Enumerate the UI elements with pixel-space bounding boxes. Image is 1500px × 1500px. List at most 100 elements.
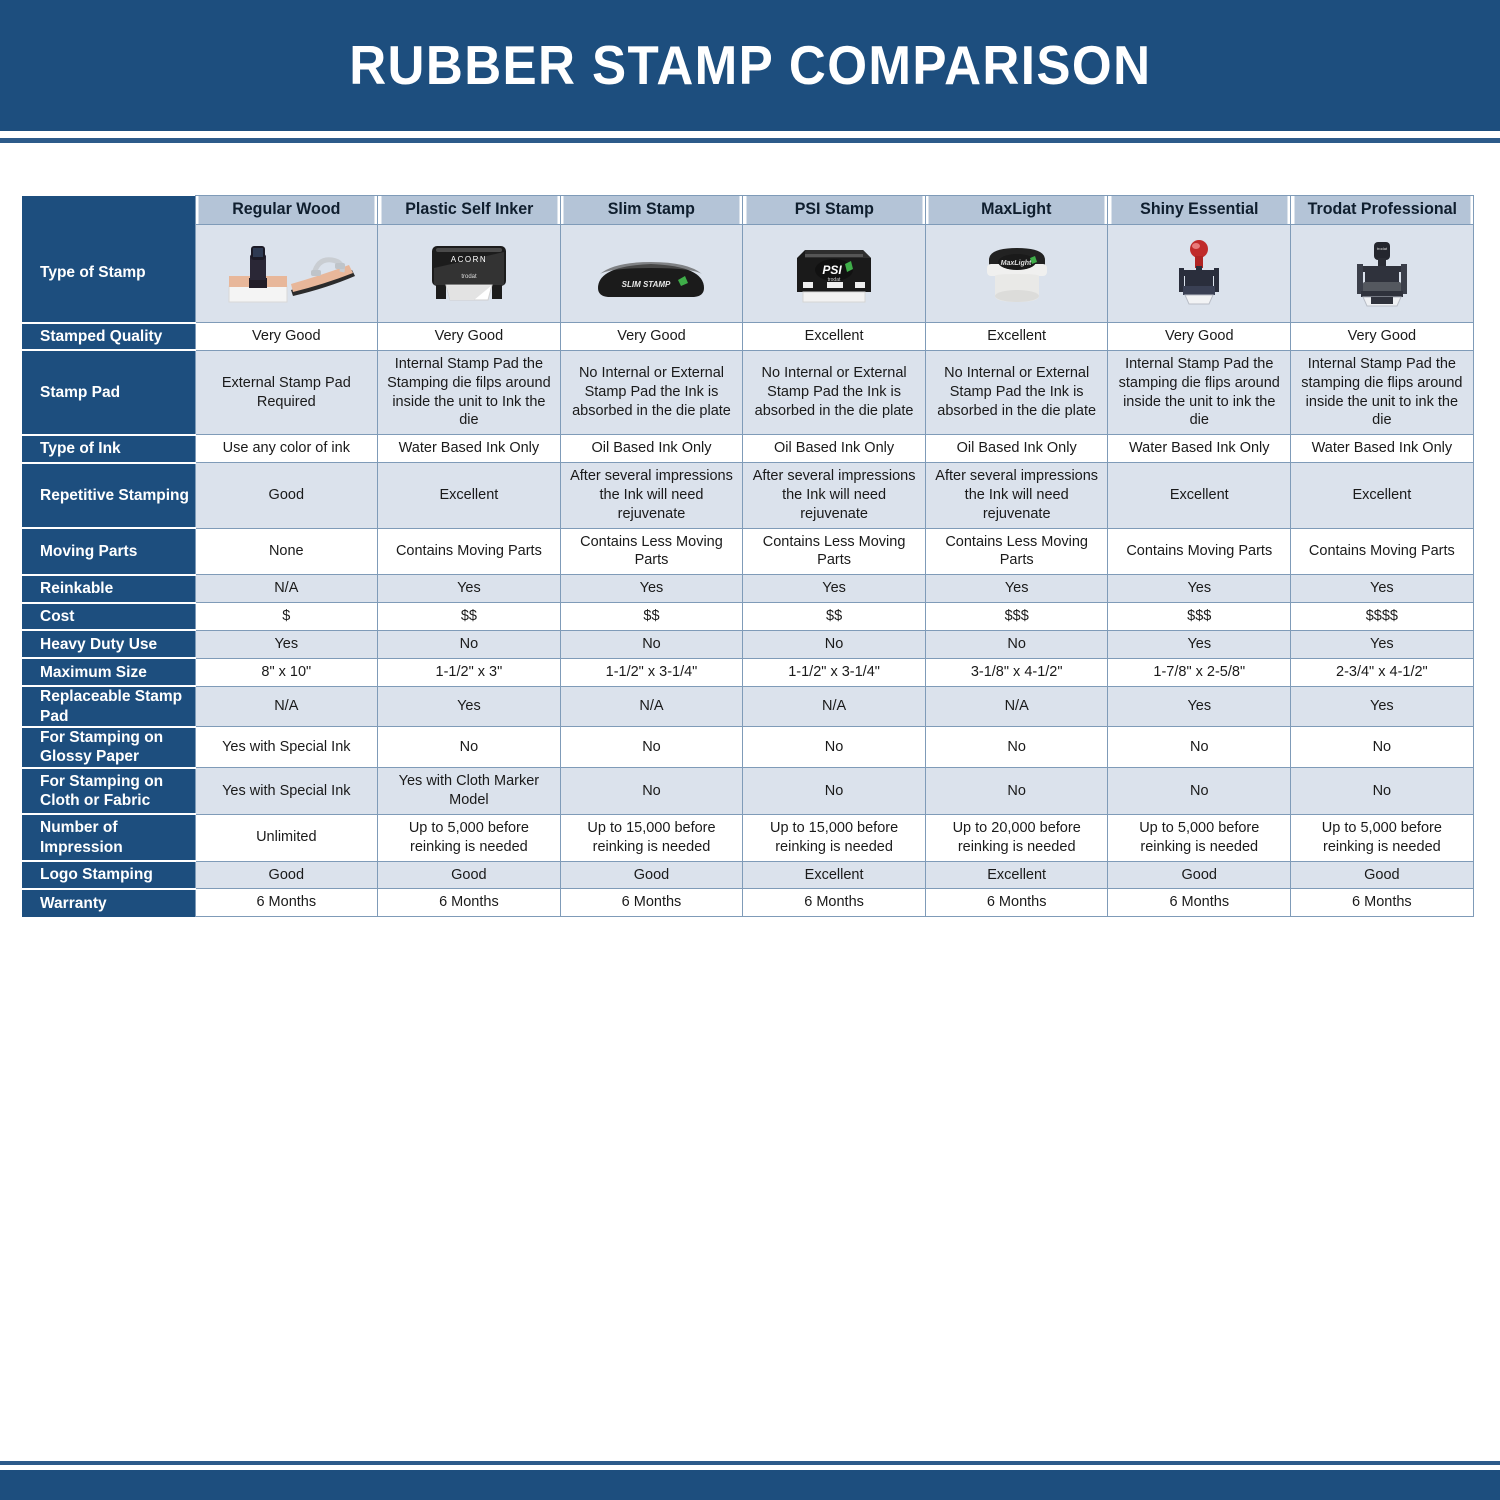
table-cell: $$ (559, 602, 744, 631)
stamp-image-cell: SLIM STAMP (559, 224, 744, 323)
table-cell: N/A (924, 685, 1109, 728)
table-cell: Use any color of ink (194, 434, 379, 464)
table-cell: 6 Months (742, 888, 926, 918)
table-row: Maximum Size 8" x 10" 1-1/2" x 3" 1-1/2" x … (22, 657, 1474, 687)
table-row: Replaceable Stamp Pad N/A Yes N/A N/A N/A Yes Y… (22, 685, 1474, 728)
column-header: Plastic Self Inker (379, 195, 558, 225)
table-cell: Contains Less Moving Parts (559, 527, 744, 576)
table-cell: N/A (742, 685, 926, 728)
table-cell: Up to 5,000 before reinking is needed (1290, 813, 1474, 862)
stamp-image-cell: trodat (1290, 224, 1474, 323)
table-cell: Excellent (1107, 462, 1292, 529)
table-cell: Yes (1290, 574, 1474, 604)
top-banner: RUBBER STAMP COMPARISON (0, 0, 1500, 131)
table-cell: Yes (559, 574, 744, 604)
table-cell: No (559, 629, 744, 659)
plastic-self-inker-stamp-image: ACORN trodat (431, 245, 506, 300)
column-header: PSI Stamp (745, 195, 923, 225)
table-cell: After several impressions the Ink will n… (924, 462, 1109, 529)
table-cell: Yes (742, 574, 926, 604)
table-row: Repetitive Stamping Good Excellent After se… (22, 461, 1474, 529)
footer-divider-white (0, 1465, 1500, 1468)
table-cell: $$$ (1107, 602, 1292, 631)
table-cell: Yes (377, 574, 561, 604)
table-cell: 1-1/2" x 3-1/4" (742, 657, 926, 687)
table-cell: Yes (924, 574, 1109, 604)
svg-text:trodat: trodat (461, 274, 477, 280)
row-label: Warranty (22, 887, 195, 917)
table-cell: Good (1107, 860, 1292, 890)
table-cell: Good (377, 860, 561, 890)
table-cell: Up to 15,000 before reinking is needed (742, 813, 926, 862)
column-header: MaxLight (927, 195, 1106, 225)
table-cell: Contains Moving Parts (377, 527, 561, 576)
table-row: Moving Parts None Contains Moving Parts Con… (22, 527, 1474, 576)
row-label: Type of Ink (22, 433, 195, 463)
table-corner-cell (22, 195, 195, 225)
table-cell: Yes (1107, 574, 1292, 604)
row-label: Stamp Pad (22, 349, 195, 435)
table-cell: $ (194, 602, 379, 631)
table-cell: No (742, 726, 926, 769)
table-cell: No (924, 726, 1109, 769)
svg-text:SLIM STAMP: SLIM STAMP (622, 280, 671, 289)
table-cell: After several impressions the Ink will n… (742, 462, 926, 529)
table-cell: 8" x 10" (194, 657, 379, 687)
table-cell: Water Based Ink Only (1107, 434, 1292, 464)
svg-text:MaxLight: MaxLight (1000, 260, 1031, 267)
table-cell: Yes (194, 629, 379, 659)
table-cell: No Internal or External Stamp Pad the In… (559, 349, 744, 436)
row-label: Reinkable (22, 573, 195, 603)
table-cell: Up to 5,000 before reinking is needed (1107, 813, 1292, 862)
column-header: Trodat Professional (1292, 195, 1471, 225)
table-cell: 6 Months (924, 888, 1109, 918)
table-cell: Yes (377, 685, 561, 728)
svg-text:ACORN: ACORN (451, 255, 487, 264)
table-cell: No (1107, 726, 1292, 769)
table-header-row: Regular Wood Plastic Self Inker Slim Stamp… (22, 195, 1473, 225)
banner-divider-blue (0, 138, 1500, 143)
slim-stamp-image: SLIM STAMP (598, 261, 705, 297)
column-header: Regular Wood (197, 195, 375, 225)
table-cell: Excellent (742, 322, 926, 351)
table-cell: 3-1/8" x 4-1/2" (924, 657, 1109, 687)
table-cell: Very Good (377, 322, 561, 351)
table-cell: N/A (194, 685, 379, 728)
table-cell: Oil Based Ink Only (924, 434, 1109, 464)
stamp-image-cell: ACORN trodat (377, 224, 561, 323)
table-cell: Contains Less Moving Parts (924, 527, 1109, 576)
svg-text:PSI: PSI (822, 263, 842, 277)
table-cell: Excellent (924, 860, 1109, 890)
table-cell: Internal Stamp Pad the stamping die flip… (1107, 349, 1292, 436)
table-cell: No (1290, 767, 1474, 815)
table-cell: Good (559, 860, 744, 890)
table-cell: 6 Months (377, 888, 561, 918)
table-cell: Up to 15,000 before reinking is needed (559, 813, 744, 862)
table-cell: 2-3/4" x 4-1/2" (1290, 657, 1474, 687)
table-cell: Water Based Ink Only (377, 434, 561, 464)
table-cell: No (377, 629, 561, 659)
table-cell: Yes with Special Ink (194, 767, 379, 815)
table-row: Type of Stamp ACORN trodat (22, 224, 1474, 323)
maxlight-stamp-image: MaxLight (986, 247, 1047, 302)
regular-wood-stamp-image (228, 245, 356, 302)
table-cell: External Stamp Pad Required (194, 349, 379, 436)
table-row: Logo Stamping Good Good Good Excellent Excell… (22, 860, 1474, 890)
column-header: Slim Stamp (562, 195, 741, 225)
row-label: Type of Stamp (22, 224, 195, 323)
table-cell: Very Good (559, 322, 744, 351)
table-cell: $$ (377, 602, 561, 631)
table-cell: Contains Moving Parts (1107, 527, 1292, 576)
table-cell: Very Good (194, 322, 379, 351)
stamp-image-cell: MaxLight (924, 224, 1109, 323)
table-cell: Contains Moving Parts (1290, 527, 1474, 576)
row-label: Number of Impression (22, 813, 195, 862)
table-cell: No (924, 629, 1109, 659)
table-cell: Very Good (1290, 322, 1474, 351)
table-cell: Oil Based Ink Only (559, 434, 744, 464)
page-title: RUBBER STAMP COMPARISON (348, 34, 1152, 96)
table-cell: Good (194, 860, 379, 890)
table-row: Stamped Quality Very Good Very Good Very Go… (22, 321, 1474, 351)
table-cell: No (1107, 767, 1292, 815)
svg-text:trodat: trodat (828, 277, 841, 283)
